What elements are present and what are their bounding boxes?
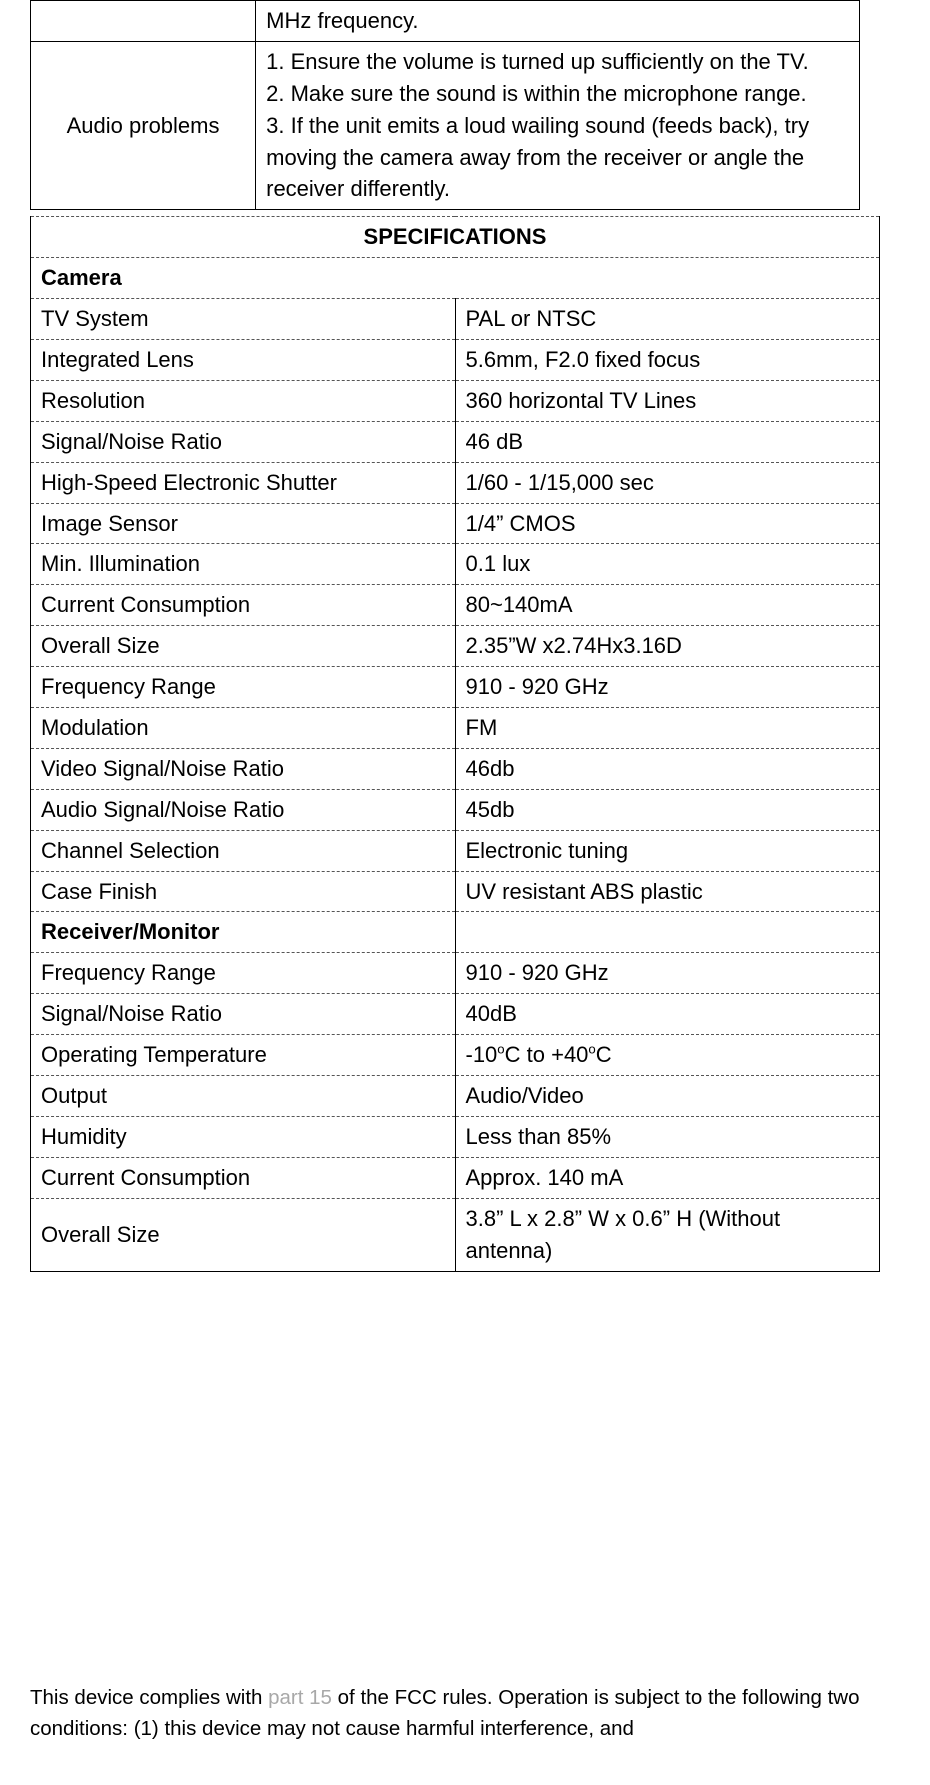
spec-value-cell: 1/60 - 1/15,000 sec bbox=[455, 462, 880, 503]
receiver-section-header: Receiver/Monitor bbox=[31, 912, 456, 953]
spec-label-cell: Overall Size bbox=[31, 626, 456, 667]
spec-value-cell: 910 - 920 GHz bbox=[455, 953, 880, 994]
specifications-title: SPECIFICATIONS bbox=[31, 217, 880, 258]
table-row: Case FinishUV resistant ABS plastic bbox=[31, 871, 880, 912]
spec-value-cell: FM bbox=[455, 708, 880, 749]
spec-value-cell: 5.6mm, F2.0 fixed focus bbox=[455, 340, 880, 381]
spec-value-cell: 45db bbox=[455, 789, 880, 830]
spec-label-cell: Case Finish bbox=[31, 871, 456, 912]
spec-label-cell: Signal/Noise Ratio bbox=[31, 421, 456, 462]
spec-value-cell: Approx. 140 mA bbox=[455, 1157, 880, 1198]
camera-section-header: Camera bbox=[31, 258, 880, 299]
spec-label-cell: Overall Size bbox=[31, 1198, 456, 1271]
table-row: Overall Size2.35”W x2.74Hx3.16D bbox=[31, 626, 880, 667]
table-row: Signal/Noise Ratio46 dB bbox=[31, 421, 880, 462]
table-row: Frequency Range910 - 920 GHz bbox=[31, 667, 880, 708]
table-row: Operating Temperature-10oC to +40oC bbox=[31, 1035, 880, 1076]
spec-label-cell: Modulation bbox=[31, 708, 456, 749]
trouble-value-cell: MHz frequency. bbox=[256, 1, 860, 42]
spec-value-cell: Less than 85% bbox=[455, 1116, 880, 1157]
table-row: Audio problems 1. Ensure the volume is t… bbox=[31, 41, 860, 209]
spec-label-cell: High-Speed Electronic Shutter bbox=[31, 462, 456, 503]
spec-value-cell: Audio/Video bbox=[455, 1076, 880, 1117]
table-row: Current Consumption80~140mA bbox=[31, 585, 880, 626]
table-row: MHz frequency. bbox=[31, 1, 860, 42]
spec-label-cell: Frequency Range bbox=[31, 667, 456, 708]
spec-label-cell: Signal/Noise Ratio bbox=[31, 994, 456, 1035]
spec-value-cell: 0.1 lux bbox=[455, 544, 880, 585]
fcc-text-pre: This device complies with bbox=[30, 1686, 268, 1709]
table-row: HumidityLess than 85% bbox=[31, 1116, 880, 1157]
spec-value-cell: 910 - 920 GHz bbox=[455, 667, 880, 708]
table-row: Image Sensor1/4” CMOS bbox=[31, 503, 880, 544]
spec-value-cell: UV resistant ABS plastic bbox=[455, 871, 880, 912]
table-row: SPECIFICATIONS bbox=[31, 217, 880, 258]
table-row: Overall Size3.8” L x 2.8” W x 0.6” H (Wi… bbox=[31, 1198, 880, 1271]
spec-label-cell: Humidity bbox=[31, 1116, 456, 1157]
spec-value-cell: PAL or NTSC bbox=[455, 299, 880, 340]
spec-value-cell: 360 horizontal TV Lines bbox=[455, 380, 880, 421]
spec-value-cell: 1/4” CMOS bbox=[455, 503, 880, 544]
trouble-label-cell bbox=[31, 1, 256, 42]
spec-label-cell: Current Consumption bbox=[31, 1157, 456, 1198]
table-row: Channel SelectionElectronic tuning bbox=[31, 830, 880, 871]
table-row: High-Speed Electronic Shutter1/60 - 1/15… bbox=[31, 462, 880, 503]
spec-label-cell: Current Consumption bbox=[31, 585, 456, 626]
spec-value-cell bbox=[455, 912, 880, 953]
trouble-value-cell: 1. Ensure the volume is turned up suffic… bbox=[256, 41, 860, 209]
spec-value-cell: 46db bbox=[455, 748, 880, 789]
table-row: Audio Signal/Noise Ratio45db bbox=[31, 789, 880, 830]
spec-label-cell: Video Signal/Noise Ratio bbox=[31, 748, 456, 789]
table-row: Resolution360 horizontal TV Lines bbox=[31, 380, 880, 421]
specifications-table: SPECIFICATIONS Camera TV SystemPAL or NT… bbox=[30, 216, 880, 1271]
spec-label-cell: Image Sensor bbox=[31, 503, 456, 544]
spec-value-cell: 40dB bbox=[455, 994, 880, 1035]
table-row: Receiver/Monitor bbox=[31, 912, 880, 953]
table-row: Signal/Noise Ratio40dB bbox=[31, 994, 880, 1035]
table-row: Current ConsumptionApprox. 140 mA bbox=[31, 1157, 880, 1198]
spec-label-cell: Audio Signal/Noise Ratio bbox=[31, 789, 456, 830]
spec-value-cell: 46 dB bbox=[455, 421, 880, 462]
receiver-spec-body: Frequency Range910 - 920 GHzSignal/Noise… bbox=[31, 953, 880, 1271]
table-row: ModulationFM bbox=[31, 708, 880, 749]
camera-spec-body: TV SystemPAL or NTSCIntegrated Lens5.6mm… bbox=[31, 299, 880, 912]
spec-label-cell: TV System bbox=[31, 299, 456, 340]
spec-label-cell: Frequency Range bbox=[31, 953, 456, 994]
trouble-label-cell: Audio problems bbox=[31, 41, 256, 209]
spec-label-cell: Min. Illumination bbox=[31, 544, 456, 585]
spec-label-cell: Output bbox=[31, 1076, 456, 1117]
table-row: OutputAudio/Video bbox=[31, 1076, 880, 1117]
fcc-part-15: part 15 bbox=[268, 1686, 332, 1709]
fcc-notice: This device complies with part 15 of the… bbox=[30, 1682, 900, 1746]
spec-label-cell: Channel Selection bbox=[31, 830, 456, 871]
spec-value-cell: 3.8” L x 2.8” W x 0.6” H (Without antenn… bbox=[455, 1198, 880, 1271]
spec-value-cell: Electronic tuning bbox=[455, 830, 880, 871]
spec-value-cell: 2.35”W x2.74Hx3.16D bbox=[455, 626, 880, 667]
table-row: Integrated Lens5.6mm, F2.0 fixed focus bbox=[31, 340, 880, 381]
spec-label-cell: Integrated Lens bbox=[31, 340, 456, 381]
table-row: Camera bbox=[31, 258, 880, 299]
table-row: TV SystemPAL or NTSC bbox=[31, 299, 880, 340]
spec-value-cell: -10oC to +40oC bbox=[455, 1035, 880, 1076]
table-row: Frequency Range910 - 920 GHz bbox=[31, 953, 880, 994]
spec-value-cell: 80~140mA bbox=[455, 585, 880, 626]
troubleshooting-table: MHz frequency. Audio problems 1. Ensure … bbox=[30, 0, 860, 210]
spec-label-cell: Resolution bbox=[31, 380, 456, 421]
spec-label-cell: Operating Temperature bbox=[31, 1035, 456, 1076]
table-row: Video Signal/Noise Ratio46db bbox=[31, 748, 880, 789]
table-row: Min. Illumination0.1 lux bbox=[31, 544, 880, 585]
